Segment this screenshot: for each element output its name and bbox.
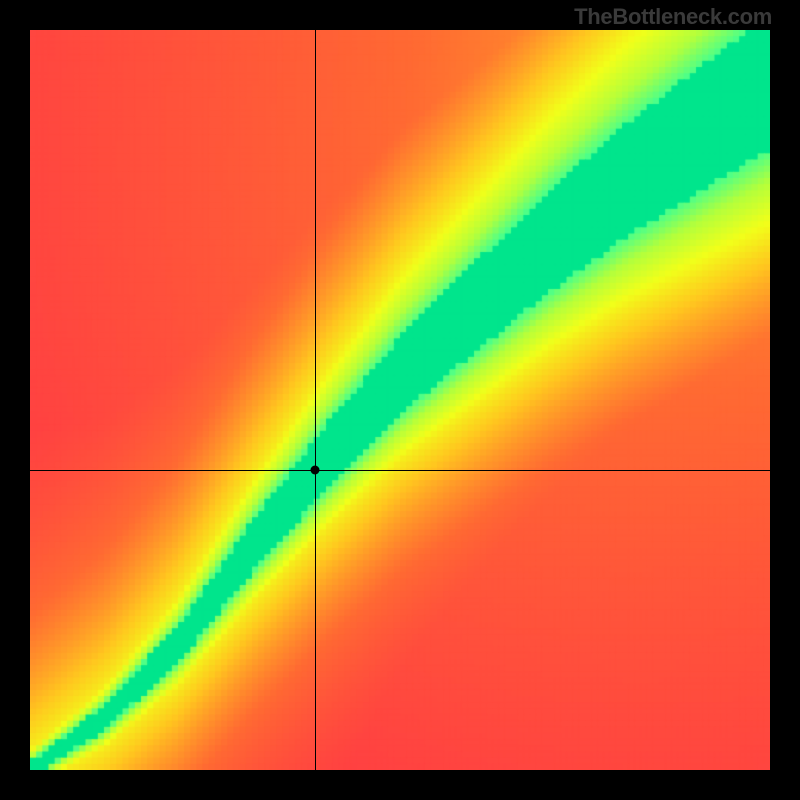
plot-area <box>30 30 770 770</box>
crosshair-marker[interactable] <box>310 466 319 475</box>
chart-container: TheBottleneck.com <box>0 0 800 800</box>
crosshair-horizontal <box>30 470 770 471</box>
crosshair-vertical <box>315 30 316 770</box>
watermark-text: TheBottleneck.com <box>574 4 772 30</box>
bottleneck-heatmap <box>30 30 770 770</box>
